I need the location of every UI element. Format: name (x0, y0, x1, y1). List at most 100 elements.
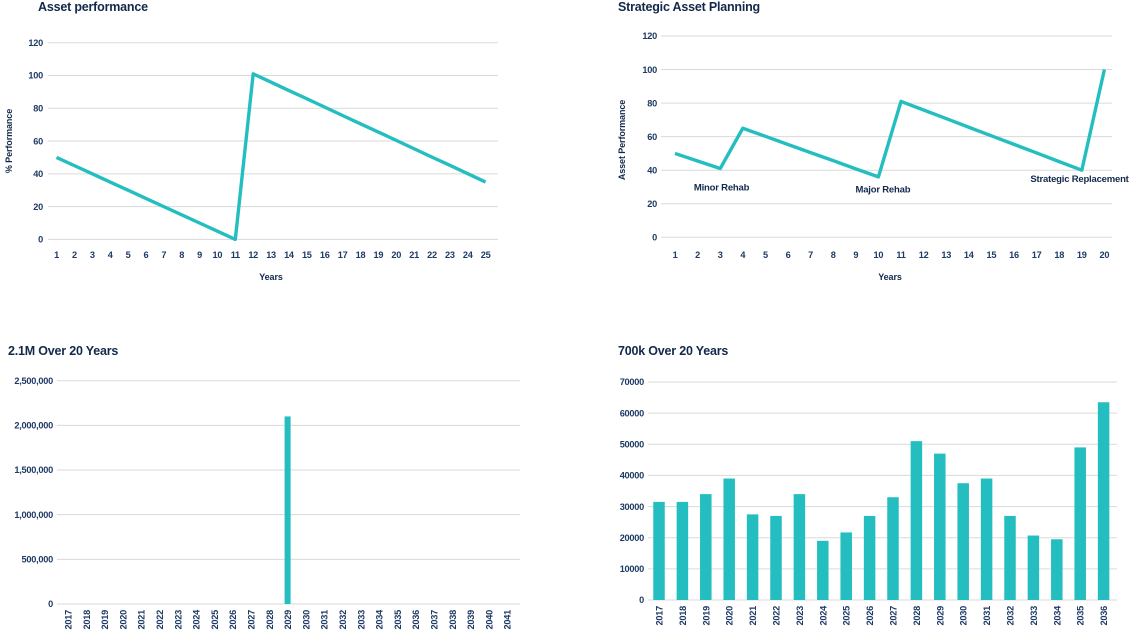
x-tick-label: 2 (695, 250, 700, 260)
x-tick-label: 23 (445, 250, 455, 260)
x-tick-label: 7 (808, 250, 813, 260)
chart-title-asset-performance: Asset performance (38, 0, 148, 14)
x-tick-label: 2020 (725, 606, 735, 626)
x-tick-label: 2025 (842, 606, 852, 626)
chart-title-strategic-asset-planning: Strategic Asset Planning (618, 0, 760, 14)
x-tick-label: 2031 (982, 606, 992, 626)
x-tick-label: 2037 (430, 610, 440, 630)
x-tick-label: 2036 (411, 610, 421, 630)
annotation-label: Minor Rehab (694, 183, 750, 194)
bar (284, 416, 291, 604)
x-tick-label: 17 (338, 250, 348, 260)
chart-700k-over-20-years: 0 10000 20000 30000 40000 50000 60000 70000 2017… (620, 377, 1117, 625)
x-tick-label: 2022 (772, 606, 782, 626)
x-tick-label: 25 (481, 250, 491, 260)
bar (1051, 539, 1063, 600)
bar (676, 501, 689, 600)
y-tick-label: 50000 (620, 439, 644, 449)
x-tick-label: 1 (673, 250, 678, 260)
x-tick-label: 9 (197, 250, 202, 260)
chart-2-1m-over-20-years: 0 500,000 1,000,000 1,500,000 2,000,000 2,500… (14, 376, 520, 630)
x-tick-label: 24 (463, 250, 474, 260)
bar (723, 478, 735, 600)
x-tick-label: 2036 (1099, 606, 1109, 626)
x-tick-label: 2038 (448, 610, 458, 630)
x-tick-label: 2018 (678, 606, 688, 626)
y-tick-label: 60 (647, 132, 657, 142)
x-tick-label: 13 (941, 250, 951, 260)
x-tick-label: 2022 (155, 610, 165, 630)
y-tick-label: 2,500,000 (14, 376, 53, 386)
x-tick-label: 2040 (484, 610, 494, 630)
x-tick-label: 2030 (959, 606, 969, 626)
x-axis-title-years-strategic-asset-planning: Years (878, 272, 902, 282)
x-tick-label: 8 (179, 250, 184, 260)
x-tick-label: 2024 (818, 605, 828, 626)
x-tick-label: 12 (248, 250, 258, 260)
x-tick-label: 20 (391, 250, 401, 260)
bar (770, 515, 782, 600)
bar (1074, 447, 1086, 600)
x-tick-label: 2017 (655, 606, 665, 626)
y-tick-label: 1,500,000 (14, 465, 53, 475)
bar (863, 515, 876, 600)
x-tick-label: 2023 (795, 606, 805, 626)
bar (817, 540, 829, 600)
x-tick-label: 2032 (1006, 606, 1016, 626)
x-tick-label: 18 (356, 250, 366, 260)
x-tick-label: 10 (874, 250, 884, 260)
x-tick-label: 2028 (912, 606, 922, 626)
x-tick-label: 2027 (889, 606, 899, 626)
x-tick-label: 2034 (375, 609, 385, 630)
y-tick-label: 80 (647, 98, 657, 108)
x-tick-label: 2035 (393, 610, 403, 630)
x-tick-label: 6 (786, 250, 791, 260)
x-tick-label: 4 (108, 250, 114, 260)
y-tick-label: 2,000,000 (14, 421, 53, 431)
y-tick-label: 500,000 (22, 555, 54, 565)
chart-title-700k-over-20-years: 700k Over 20 Years (618, 344, 729, 358)
x-tick-label: 6 (143, 250, 148, 260)
x-tick-label: 2028 (265, 610, 275, 630)
x-tick-label: 21 (409, 250, 419, 260)
x-tick-label: 2021 (748, 606, 758, 626)
x-tick-label: 5 (763, 250, 768, 260)
x-tick-label: 22 (427, 250, 437, 260)
series-line (55, 72, 487, 242)
x-tick-label: 13 (266, 250, 276, 260)
y-tick-label: 20000 (620, 533, 644, 543)
x-tick-label: 2030 (301, 610, 311, 630)
x-tick-label: 2023 (173, 610, 183, 630)
x-tick-label: 18 (1054, 250, 1064, 260)
y-tick-label: 0 (652, 233, 657, 243)
y-tick-label: 120 (28, 38, 43, 48)
x-tick-label: 2019 (100, 610, 110, 630)
x-tick-label: 4 (740, 250, 746, 260)
x-tick-label: 2017 (64, 610, 74, 630)
x-tick-label: 2026 (228, 610, 238, 630)
x-tick-label: 2041 (503, 610, 513, 630)
bar (746, 514, 759, 600)
bar (793, 494, 806, 600)
y-tick-label: 40 (33, 169, 43, 179)
x-tick-label: 20 (1100, 250, 1110, 260)
x-tick-label: 2031 (320, 610, 330, 630)
x-tick-label: 2033 (356, 610, 366, 630)
y-axis-title-asset-performance: Asset Performance (617, 99, 627, 181)
x-tick-label: 2019 (701, 606, 711, 626)
x-tick-label: 15 (987, 250, 997, 260)
x-tick-label: 15 (302, 250, 312, 260)
x-tick-label: 2034 (1052, 605, 1062, 626)
x-tick-label: 1 (54, 250, 59, 260)
x-tick-label: 2035 (1076, 606, 1086, 626)
bar (700, 494, 712, 600)
x-tick-label: 16 (1009, 250, 1019, 260)
x-tick-label: 9 (853, 250, 858, 260)
y-tick-label: 120 (642, 31, 657, 41)
x-tick-label: 12 (919, 250, 929, 260)
y-tick-label: 40000 (620, 471, 644, 481)
x-tick-label: 2025 (210, 610, 220, 630)
y-tick-label: 0 (38, 235, 43, 245)
y-tick-label: 20 (33, 202, 43, 212)
